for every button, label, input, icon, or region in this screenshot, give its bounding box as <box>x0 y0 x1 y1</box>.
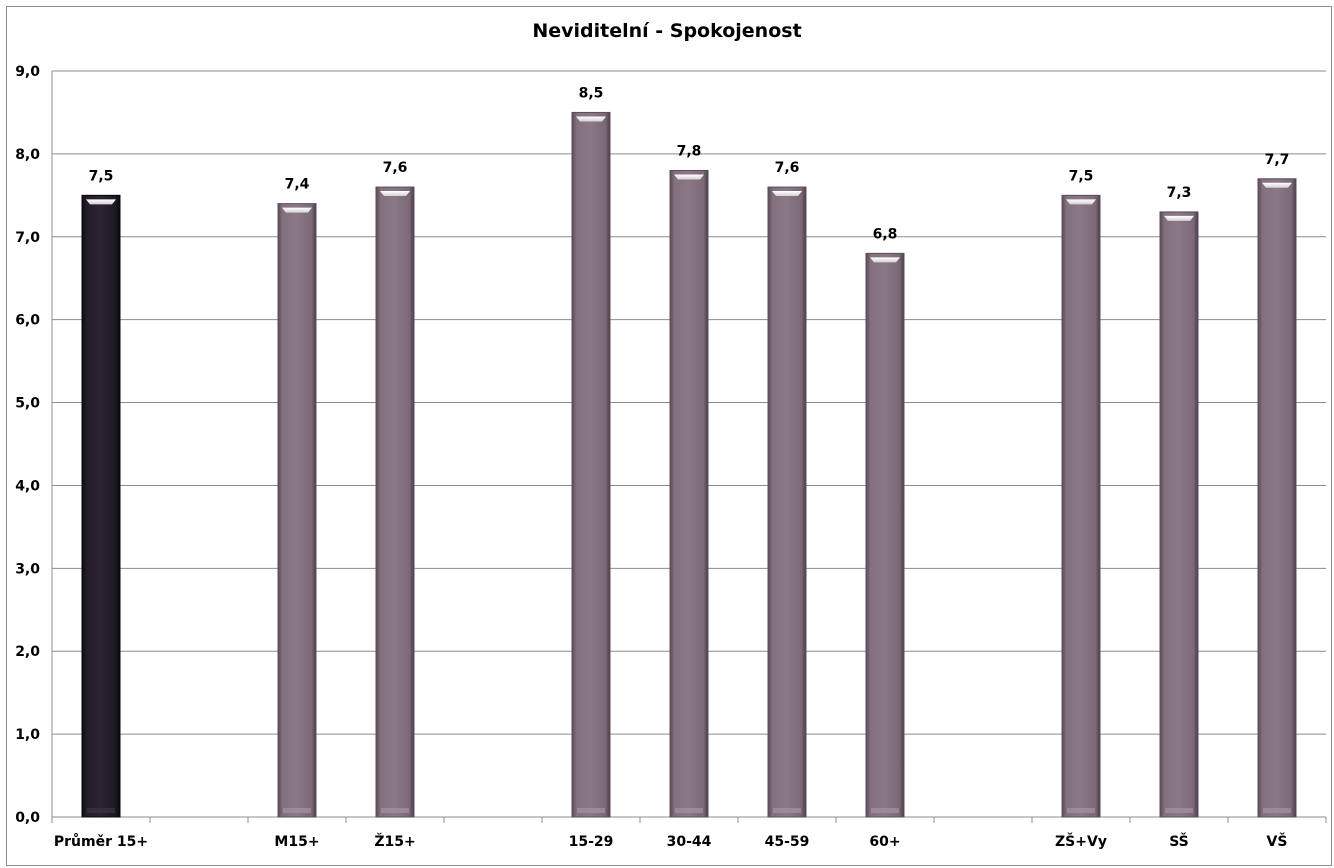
x-tick-label: 60+ <box>869 834 900 850</box>
bar-body <box>767 186 807 818</box>
bar-base <box>675 808 703 813</box>
data-label: 7,6 <box>775 160 800 176</box>
bar <box>767 186 807 818</box>
x-tick-label: Průměr 15+ <box>54 833 148 850</box>
x-tick-label: Ž15+ <box>374 833 415 850</box>
bar-base <box>381 808 409 813</box>
data-label: 7,3 <box>1167 185 1192 201</box>
bar-body <box>81 194 121 818</box>
bar-body <box>1257 178 1297 818</box>
bar-highlight <box>1262 182 1292 188</box>
bar-base <box>283 808 311 813</box>
data-label: 7,5 <box>89 168 114 184</box>
data-label: 7,5 <box>1069 168 1094 184</box>
bar-body <box>571 111 611 818</box>
bars <box>81 111 1297 818</box>
bar <box>669 169 709 818</box>
bar <box>571 111 611 818</box>
bar-body <box>277 203 317 818</box>
data-label: 7,7 <box>1265 152 1290 168</box>
bar-body <box>375 186 415 818</box>
x-tick-label: 15-29 <box>569 834 614 850</box>
bar <box>277 203 317 818</box>
bar-highlight <box>1164 215 1194 221</box>
y-tick-label: 0,0 <box>15 810 40 826</box>
y-tick-label: 6,0 <box>15 313 40 329</box>
data-label: 7,6 <box>383 160 408 176</box>
y-tick-label: 9,0 <box>15 64 40 80</box>
chart-frame <box>6 6 1332 866</box>
bar-base <box>577 808 605 813</box>
data-labels: 7,5 7,4 7,6 8,5 7,8 7,6 6,8 7,5 7,3 7,7 <box>89 85 1290 242</box>
x-tick-label: 45-59 <box>765 834 810 850</box>
bar-base <box>1067 808 1095 813</box>
bar-base <box>773 808 801 813</box>
x-tick-label: 30-44 <box>667 834 712 850</box>
bar-highlight <box>674 174 704 180</box>
bar <box>81 194 121 818</box>
bar-highlight <box>1066 199 1096 205</box>
x-tick-label: M15+ <box>274 834 319 850</box>
bar-base <box>1165 808 1193 813</box>
data-label: 7,4 <box>285 177 310 193</box>
y-tick-label: 1,0 <box>15 727 40 743</box>
bar-body <box>865 252 905 818</box>
chart-title: Neviditelní - Spokojenost <box>532 20 802 42</box>
bar-base <box>871 808 899 813</box>
data-label: 8,5 <box>579 85 604 101</box>
bar-highlight <box>772 191 802 197</box>
bar-body <box>1061 194 1101 818</box>
bar-highlight <box>870 257 900 263</box>
bar-highlight <box>86 199 116 205</box>
bar-highlight <box>576 116 606 122</box>
bar-base <box>1263 808 1291 813</box>
bar <box>1159 211 1199 818</box>
bar-body <box>1159 211 1199 818</box>
x-tick-label: VŠ <box>1267 832 1288 850</box>
data-label: 7,8 <box>677 143 702 159</box>
data-label: 6,8 <box>873 226 898 242</box>
y-axis: 0,0 1,0 2,0 3,0 4,0 5,0 6,0 7,0 8,0 9,0 <box>15 64 53 826</box>
y-tick-label: 4,0 <box>15 478 40 494</box>
bar <box>375 186 415 818</box>
y-tick-label: 3,0 <box>15 561 40 577</box>
x-tick-label: ZŠ+Vy <box>1055 832 1107 850</box>
y-tick-label: 2,0 <box>15 644 40 660</box>
bar <box>1257 178 1297 818</box>
bar <box>865 252 905 818</box>
bar-base <box>87 808 115 813</box>
y-tick-label: 5,0 <box>15 396 40 412</box>
y-tick-label: 7,0 <box>15 230 40 246</box>
y-tick-label: 8,0 <box>15 147 40 163</box>
bar <box>1061 194 1101 818</box>
x-tick-label: SŠ <box>1169 832 1189 850</box>
bar-highlight <box>380 191 410 197</box>
bar-body <box>669 169 709 818</box>
bar-highlight <box>282 207 312 213</box>
x-axis: Průměr 15+ M15+ Ž15+ 15-29 30-44 45-59 60+ ZŠ+V… <box>51 817 1327 850</box>
